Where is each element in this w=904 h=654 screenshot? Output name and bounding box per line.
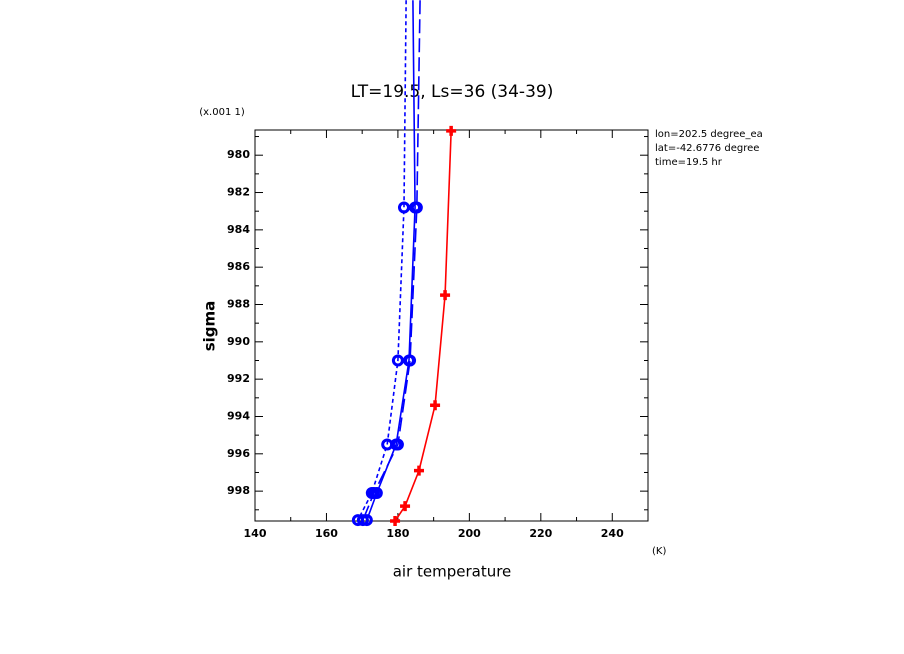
- marker: [400, 501, 411, 512]
- y-tick-label: 998: [227, 484, 250, 497]
- marker: [397, 201, 410, 214]
- x-tick-label: 240: [601, 527, 624, 540]
- y-tick-label: 984: [227, 223, 250, 236]
- y-tick-label: 996: [227, 447, 250, 460]
- x-tick-label: 160: [315, 527, 338, 540]
- marker: [391, 354, 404, 367]
- x-tick-label: 180: [386, 527, 409, 540]
- annotation: lon=202.5 degree_ea: [655, 129, 763, 140]
- marker: [390, 516, 401, 526]
- marker: [367, 487, 380, 500]
- y-tick-label: 994: [227, 409, 250, 422]
- x-units: (K): [652, 546, 666, 557]
- marker: [410, 201, 423, 214]
- chart-title: LT=19.5, Ls=36 (34-39): [351, 82, 554, 102]
- y-axis-label: sigma: [201, 301, 219, 352]
- y-units: (x.001 1): [199, 107, 245, 118]
- annotation: time=19.5 hr: [655, 157, 723, 168]
- x-tick-label: 200: [458, 527, 481, 540]
- y-tick-label: 986: [227, 260, 250, 273]
- x-tick-label: 140: [244, 527, 267, 540]
- marker: [430, 400, 441, 411]
- y-tick-label: 990: [227, 335, 250, 348]
- marker: [356, 514, 369, 527]
- annotations: lon=202.5 degree_ea lat=-42.6776 degree ti…: [655, 129, 763, 168]
- x-tick-label: 220: [529, 527, 552, 540]
- y-tick-label: 992: [227, 372, 250, 385]
- x-axis-label: air temperature: [393, 563, 512, 581]
- marker: [413, 465, 424, 476]
- marker: [391, 438, 404, 451]
- marker: [404, 354, 417, 367]
- marker: [440, 290, 451, 301]
- y-tick-label: 982: [227, 186, 250, 199]
- y-tick-label: 988: [227, 298, 250, 311]
- y-tick-label: 980: [227, 148, 250, 161]
- marker: [446, 125, 457, 136]
- annotation: lat=-42.6776 degree: [655, 143, 759, 154]
